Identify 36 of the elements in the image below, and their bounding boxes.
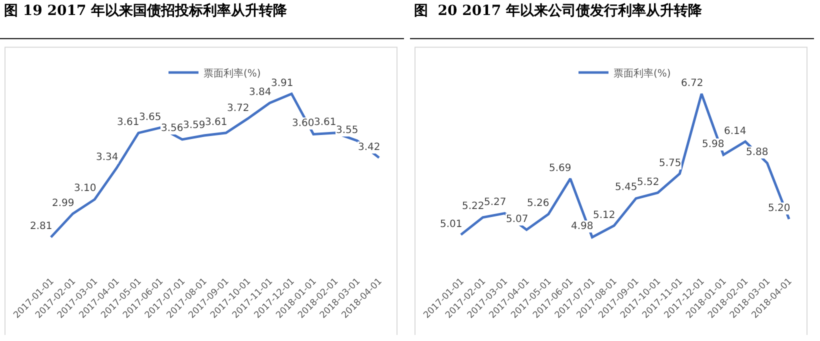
data-label: 4.98 [571,221,594,232]
data-label: 6.72 [681,78,704,89]
data-label: 5.01 [440,219,462,230]
chart-title: 图 19 2017 年以来国债招投标利率从升转降 [4,2,288,19]
data-label: 3.61 [205,117,228,128]
data-label: 3.60 [292,118,314,129]
chart-title: 图 20 2017 年以来公司债发行利率从升转降 [414,2,703,19]
legend-label: 票面利率(%) [204,67,261,80]
data-label: 5.07 [506,214,528,225]
legend-label: 票面利率(%) [614,67,671,80]
data-label: 5.27 [484,197,506,208]
data-label: 3.84 [249,87,272,98]
data-label: 3.42 [358,142,380,153]
data-label: 3.61 [314,117,336,128]
data-label: 5.26 [527,198,550,209]
data-label: 3.61 [117,117,140,128]
data-label: 5.20 [768,203,790,214]
data-label: 6.14 [724,126,746,137]
data-label: 5.69 [549,163,572,174]
data-label: 3.59 [183,120,206,131]
data-label: 5.45 [615,182,638,193]
data-label: 2.99 [52,198,74,209]
data-label: 3.65 [139,112,162,123]
data-label: 5.75 [659,158,682,169]
data-label: 2.81 [30,221,52,232]
data-label: 3.56 [161,123,184,134]
data-label: 3.10 [74,183,96,194]
data-label: 5.12 [593,210,616,221]
data-label: 5.22 [462,201,484,212]
data-label: 5.52 [637,177,660,188]
data-label: 3.72 [227,103,250,114]
data-label: 5.98 [702,139,724,150]
data-label: 3.55 [336,125,358,136]
data-label: 3.34 [96,152,118,163]
data-label: 5.88 [746,147,768,158]
data-label: 3.91 [271,78,294,89]
